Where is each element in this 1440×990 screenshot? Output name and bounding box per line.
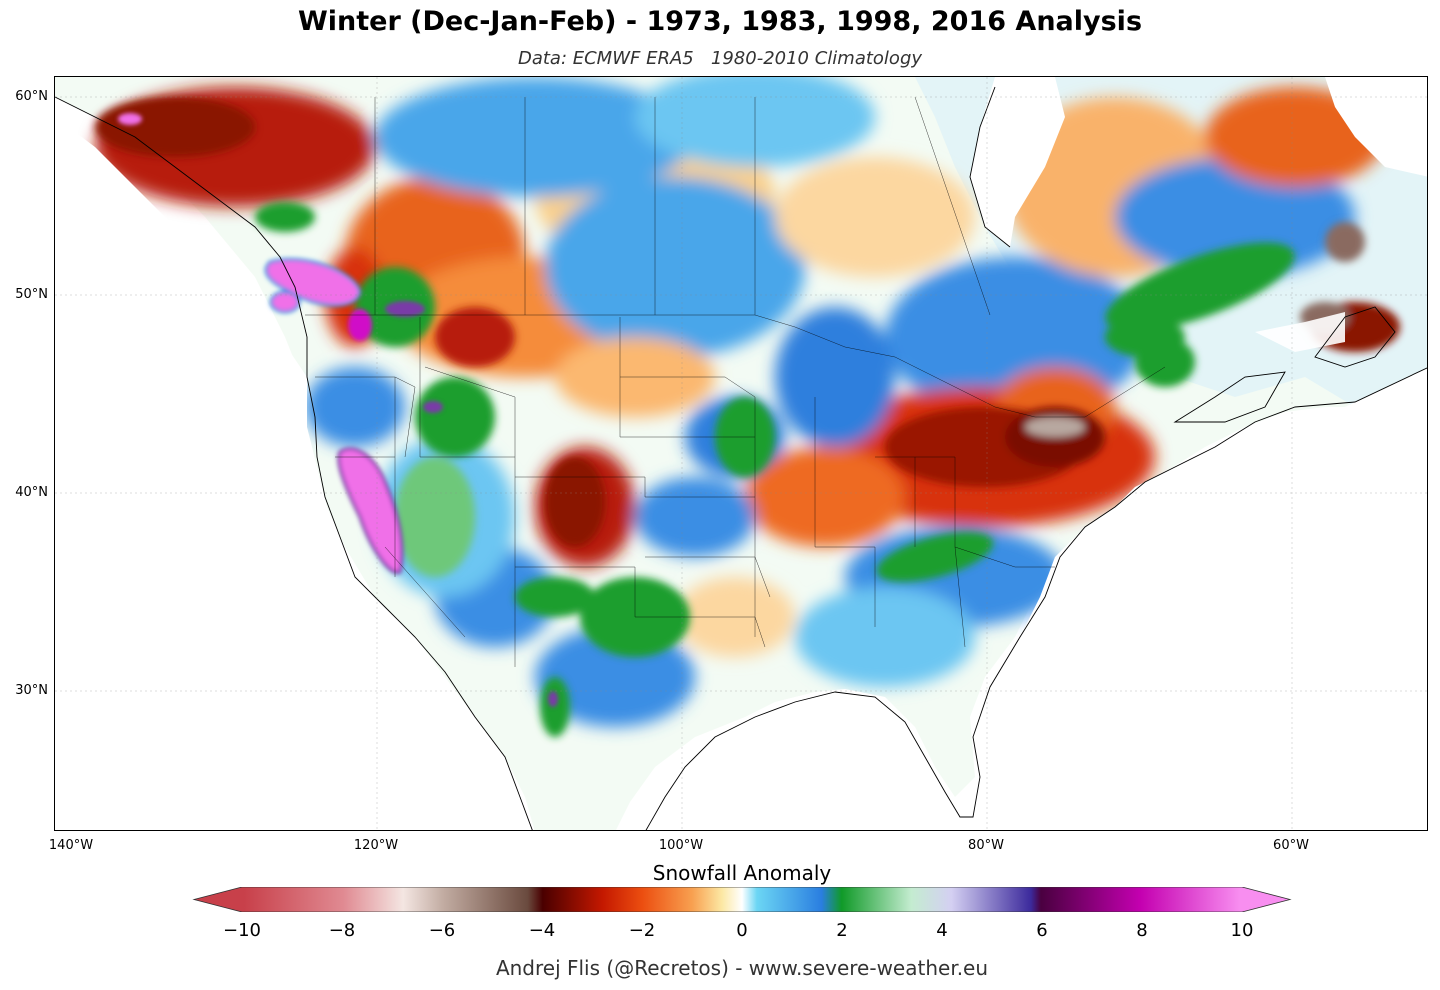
colorbar-tick-label: 0 — [736, 920, 748, 941]
colorbar — [192, 887, 1292, 912]
colorbar-tick-label: 8 — [1136, 920, 1148, 941]
longitude-label-120w: 120°W — [353, 838, 399, 853]
latitude-label-40n: 40°N — [15, 485, 48, 500]
latitude-label-30n: 30°N — [15, 683, 48, 698]
latitude-label-60n: 60°N — [15, 89, 48, 104]
colorbar-title: Snowfall Anomaly — [652, 861, 832, 885]
colorbar-tick-label: −6 — [428, 920, 456, 941]
chart-subtitle: Data: ECMWF ERA5 1980-2010 Climatology — [517, 48, 923, 69]
colorbar-tick-label: 6 — [1036, 920, 1048, 941]
colorbar-tick-label: −10 — [223, 920, 261, 941]
colorbar-bar — [192, 887, 1292, 912]
political-borders — [305, 96, 1166, 667]
credit-text: Andrej Flis (@Recretos) - www.severe-wea… — [495, 956, 989, 980]
snowfall-anomaly-map — [54, 76, 1428, 831]
colorbar-tick-label: 2 — [836, 920, 848, 941]
colorbar-tick-label: −2 — [628, 920, 656, 941]
longitude-label-60w: 60°W — [1273, 838, 1309, 853]
colorbar-tick-label: −4 — [528, 920, 556, 941]
map-canvas — [55, 77, 1427, 830]
longitude-label-140w: 140°W — [48, 838, 94, 853]
longitude-label-80w: 80°W — [968, 838, 1004, 853]
chart-title: Winter (Dec-Jan-Feb) - 1973, 1983, 1998,… — [297, 6, 1143, 37]
latitude-label-50n: 50°N — [15, 287, 48, 302]
colorbar-tick-label: −8 — [328, 920, 356, 941]
ocean-masks — [55, 77, 1427, 830]
coastlines — [55, 86, 1427, 830]
colorbar-tick-label: 10 — [1230, 920, 1254, 941]
anomaly-field-extremes — [118, 113, 558, 707]
graticule — [55, 77, 1427, 830]
colorbar-tick-label: 4 — [936, 920, 948, 941]
longitude-label-100w: 100°W — [658, 838, 704, 853]
